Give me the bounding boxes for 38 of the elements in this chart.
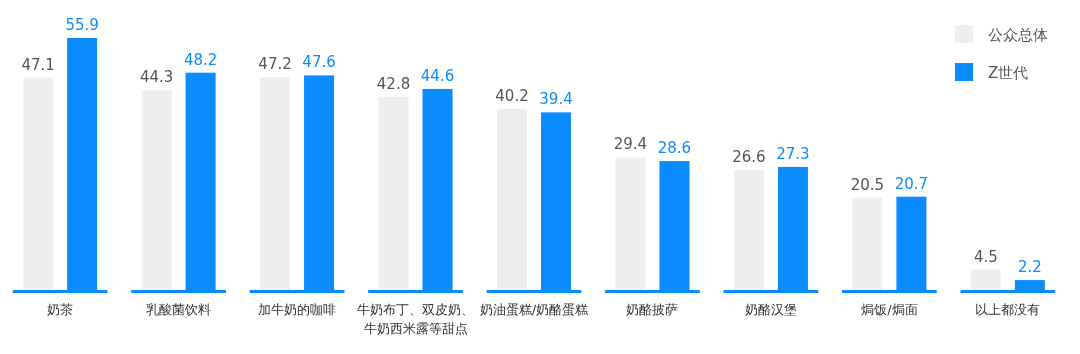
data-label: 48.2: [183, 50, 218, 69]
x-tick-label: 奶酪披萨: [626, 302, 679, 317]
x-tick-label: 牛奶布丁、双皮奶、牛奶西米露等甜点: [357, 302, 475, 336]
data-label: 40.2: [495, 86, 529, 105]
x-tick-label: 焗饭/焗面: [861, 302, 918, 317]
bar: [852, 197, 883, 290]
data-label: 4.5: [973, 247, 998, 266]
data-label: 55.9: [65, 16, 99, 34]
legend-label: 公众总体: [988, 26, 1048, 44]
x-tick-label: 奶油蛋糕/奶酪蛋糕: [479, 302, 589, 317]
bar: [970, 269, 1001, 290]
bar: [733, 170, 764, 290]
bar: [615, 157, 646, 290]
data-label: 26.6: [732, 148, 766, 167]
bar: [260, 77, 291, 290]
data-label: 42.8: [376, 75, 411, 94]
bar: [378, 97, 409, 290]
data-label: 47.1: [21, 55, 55, 74]
x-tick-label: 以上都没有: [975, 302, 1041, 317]
data-label: 2.2: [1017, 258, 1042, 277]
data-label: 44.3: [139, 68, 174, 87]
legend-label: Z世代: [988, 64, 1029, 82]
x-tick-label: 奶茶: [47, 302, 74, 317]
x-tick-label: 奶酪汉堡: [744, 302, 797, 317]
data-label: 29.4: [613, 135, 648, 154]
data-label: 27.3: [776, 144, 810, 163]
data-label: 20.5: [850, 175, 885, 194]
data-label: 44.6: [420, 66, 455, 85]
bar: [141, 90, 172, 290]
data-label: 28.6: [657, 139, 692, 158]
data-label: 47.6: [302, 53, 336, 72]
bar: [497, 108, 527, 290]
data-label: 47.2: [258, 55, 292, 74]
data-label: 20.7: [894, 174, 929, 193]
x-tick-label: 加牛奶的咖啡: [258, 302, 337, 317]
bar: [23, 77, 54, 290]
x-tick-label: 乳酸菌饮料: [146, 302, 212, 317]
data-label: 39.4: [539, 90, 573, 109]
